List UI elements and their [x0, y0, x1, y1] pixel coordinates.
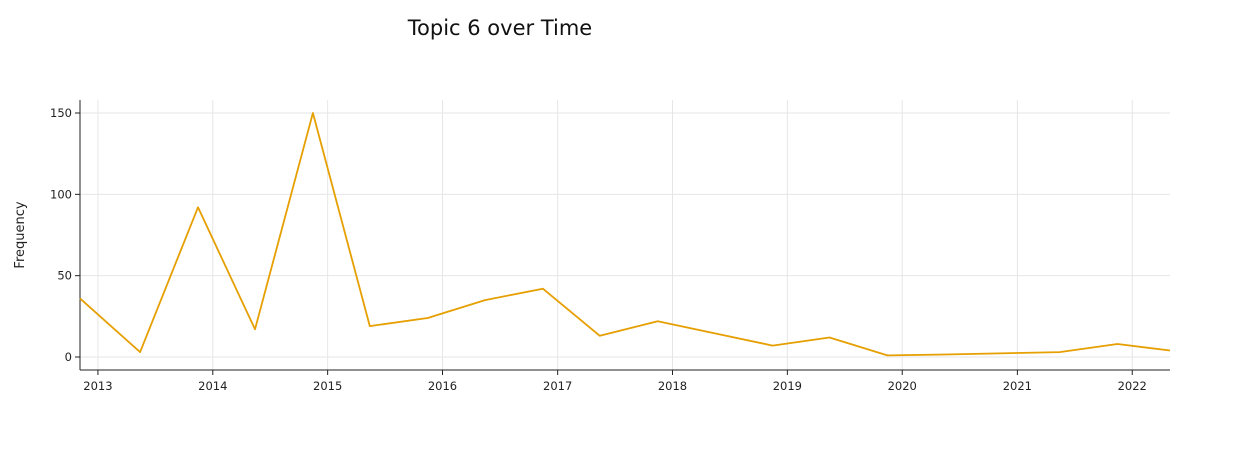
- y-tick-label: 150: [50, 106, 72, 120]
- x-tick-label: 2014: [198, 379, 227, 393]
- series-layer: [79, 112, 1171, 357]
- x-tick-label: 2021: [1003, 379, 1032, 393]
- series-line: [79, 112, 1171, 357]
- grid-layer: [80, 100, 1170, 370]
- x-tick-label: 2016: [428, 379, 457, 393]
- x-tick-label: 2013: [83, 379, 112, 393]
- y-tick-label: 50: [57, 269, 72, 283]
- x-tick-label: 2017: [543, 379, 572, 393]
- y-tick-label: 100: [50, 187, 72, 201]
- x-tick-label: 2019: [773, 379, 802, 393]
- axes-layer: [79, 100, 1170, 371]
- ticks-layer: 0 50 100 150 2013 2014 2015 2016 2017 2018 2019 202…: [50, 106, 1147, 393]
- x-tick-label: 2015: [313, 379, 342, 393]
- y-tick-label: 0: [65, 350, 72, 364]
- chart-title: Topic 6 over Time: [407, 16, 593, 40]
- x-tick-label: 2022: [1118, 379, 1147, 393]
- y-axis-label: Frequency: [13, 201, 28, 268]
- x-tick-label: 2020: [888, 379, 917, 393]
- x-tick-label: 2018: [658, 379, 687, 393]
